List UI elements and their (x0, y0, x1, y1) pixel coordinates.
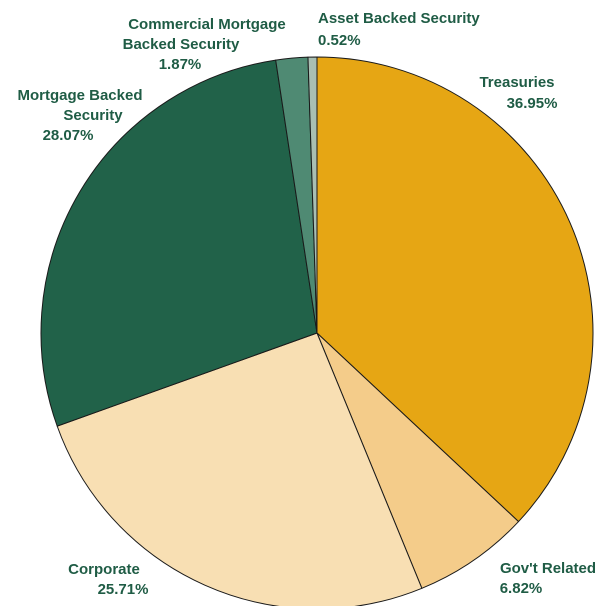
label-mortgage-backed-value: 28.07% (43, 127, 94, 144)
slice-mortgage-backed-security (40, 59, 318, 427)
pie-slices (40, 56, 594, 606)
label-treasuries-name: Treasuries (479, 74, 554, 91)
slice-treasuries (316, 56, 594, 523)
label-commercial-mortgage-line2: Backed Security (123, 36, 240, 53)
label-asset-backed-security: Asset Backed Security 0.52% (318, 10, 480, 49)
label-govt-related: Gov't Related 6.82% (500, 560, 596, 597)
label-asset-backed-value: 0.52% (318, 32, 361, 49)
label-treasuries-value: 36.95% (507, 95, 558, 112)
slice-gov-t-related (316, 332, 520, 589)
label-commercial-mortgage-backed-security: Commercial Mortgage Backed Security 1.87… (123, 16, 286, 73)
label-mortgage-backed-security: Mortgage Backed Security 28.07% (17, 87, 142, 144)
label-asset-backed-name: Asset Backed Security (318, 10, 480, 27)
label-mortgage-backed-line1: Mortgage Backed (17, 87, 142, 104)
label-govt-related-name: Gov't Related (500, 560, 596, 577)
label-govt-related-value: 6.82% (500, 580, 543, 597)
label-treasuries: Treasuries 36.95% (479, 74, 557, 112)
label-corporate: Corporate 25.71% (68, 561, 148, 598)
label-mortgage-backed-line2: Security (63, 107, 123, 124)
label-corporate-value: 25.71% (98, 581, 149, 598)
slice-corporate (56, 332, 423, 606)
label-corporate-name: Corporate (68, 561, 140, 578)
label-commercial-mortgage-line1: Commercial Mortgage (128, 16, 286, 33)
slice-asset-backed-security (307, 56, 318, 334)
label-commercial-mortgage-value: 1.87% (159, 56, 202, 73)
